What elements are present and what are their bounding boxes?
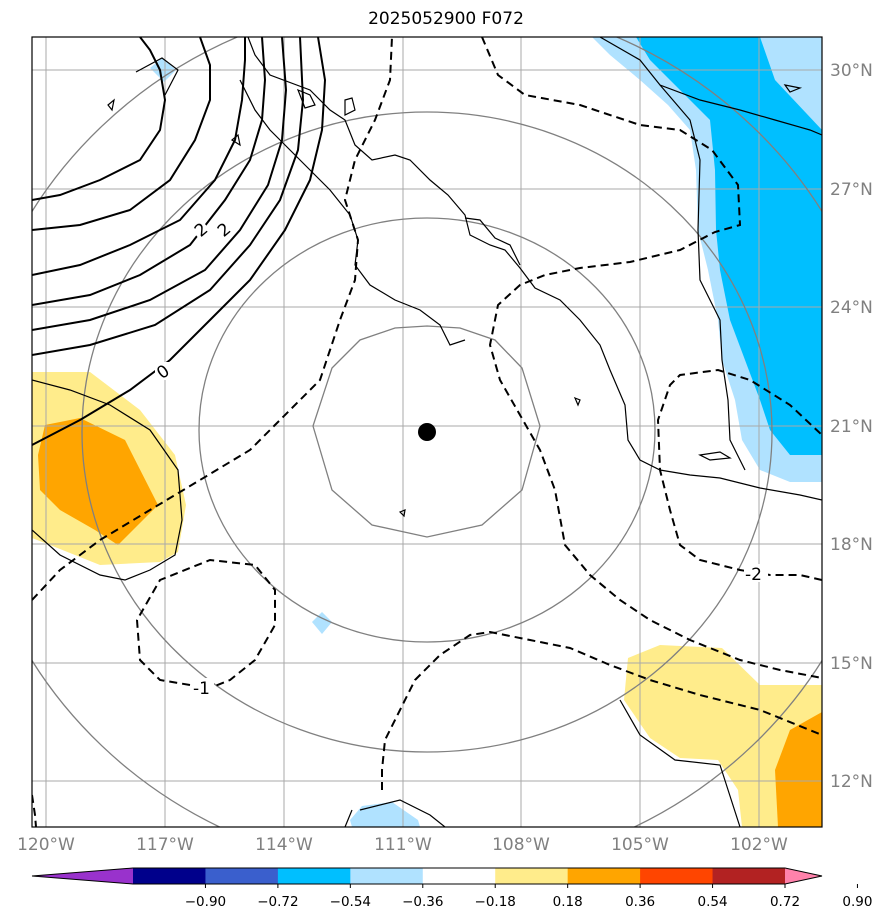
contour-label-group: 2 2 0 -1 -2 (153, 217, 768, 699)
lat-label-18n: 18°N (830, 535, 873, 555)
contour-label-0: 0 (153, 361, 173, 384)
lat-label-27n: 27°N (830, 180, 873, 200)
solid-contours (32, 37, 327, 446)
lon-label-102w: 102°W (730, 835, 788, 855)
lon-label-108w: 108°W (492, 835, 550, 855)
lat-label-30n: 30°N (830, 61, 873, 81)
colorbar-segment (712, 868, 786, 884)
lon-label-117w: 117°W (136, 835, 194, 855)
map-plot: 2 2 0 -1 -2 (32, 37, 822, 827)
range-rings (32, 37, 822, 827)
map-title: 2025052900 F072 (368, 9, 524, 29)
contour-label-minus2: -2 (745, 565, 762, 585)
lon-labels: 120°W 117°W 114°W 111°W 108°W 105°W 102°… (17, 835, 788, 855)
colorbar-tick-label: −0.90 (185, 894, 226, 910)
blue-patch-mid (312, 612, 332, 634)
colorbar-segment (567, 868, 641, 884)
blue-shade-ne (636, 37, 822, 455)
colorbar-extend-max (785, 868, 822, 884)
lon-label-114w: 114°W (255, 835, 313, 855)
colorbar-tick-label: 0.54 (698, 894, 728, 910)
center-marker (418, 423, 436, 441)
colorbar-tick-label: 0.18 (553, 894, 583, 910)
colorbar-segment (350, 868, 424, 884)
colorbar-segment (422, 868, 496, 884)
colorbar-segment (495, 868, 569, 884)
colorbar: −0.90 −0.72 −0.54 −0.36 −0.18 0.18 0.36 0.54 0.7… (31, 867, 872, 910)
colorbar-tick-label: −0.72 (257, 894, 298, 910)
lat-label-24n: 24°N (830, 298, 873, 318)
colorbar-tick-label: 0.36 (625, 894, 655, 910)
lat-labels: 30°N 27°N 24°N 21°N 18°N 15°N 12°N (830, 61, 873, 792)
blue-patch-south (350, 802, 420, 827)
colorbar-tick-label: 0.72 (770, 894, 800, 910)
colorbar-segment (277, 868, 351, 884)
orange-shade-se (775, 712, 822, 827)
orange-shade-west (38, 418, 158, 545)
map-frame (31, 36, 823, 828)
dashed-contours (32, 37, 822, 827)
lon-label-111w: 111°W (374, 835, 432, 855)
contour-label-minus1: -1 (193, 679, 210, 699)
colorbar-extend-min (32, 868, 133, 884)
lat-label-12n: 12°N (830, 772, 873, 792)
colorbar-outline (31, 867, 823, 885)
colorbar-segment (205, 868, 279, 884)
colorbar-tick-label: −0.18 (475, 894, 516, 910)
colorbar-tick-label: −0.36 (402, 894, 443, 910)
lat-label-21n: 21°N (830, 417, 873, 437)
colorbar-segment (640, 868, 714, 884)
colorbar-tick-label: 0.90 (842, 894, 872, 910)
graticule (32, 37, 822, 827)
colorbar-segment (133, 868, 206, 884)
colorbar-tick-label: −0.54 (330, 894, 371, 910)
lon-label-120w: 120°W (17, 835, 75, 855)
lat-label-15n: 15°N (830, 654, 873, 674)
lon-label-105w: 105°W (611, 835, 669, 855)
